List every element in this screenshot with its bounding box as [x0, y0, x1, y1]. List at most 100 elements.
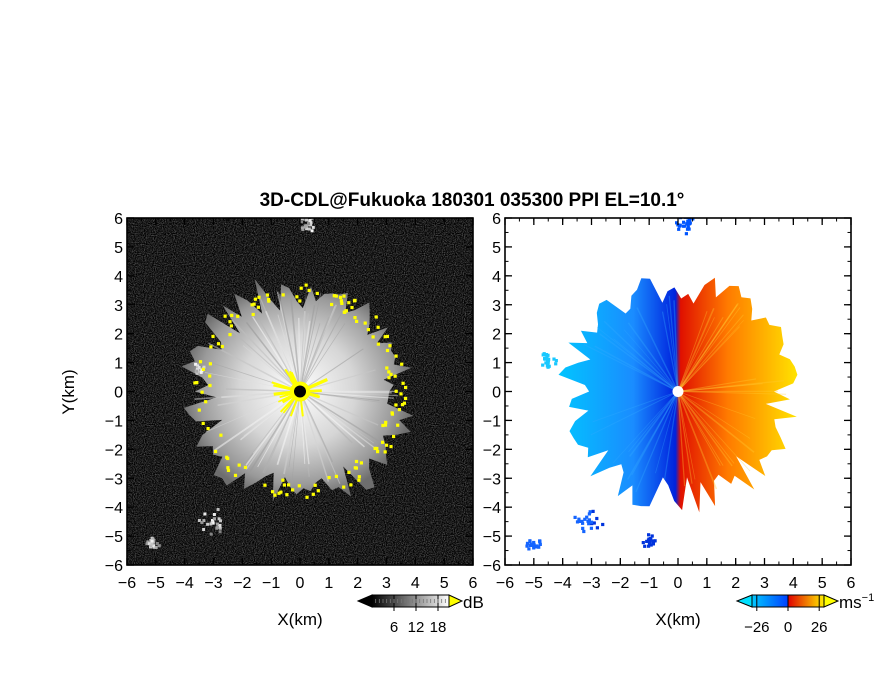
- velocity-scatter-pixel: [552, 357, 556, 361]
- velocity-scatter-pixel: [538, 539, 542, 543]
- snr-scatter-pixel: [307, 227, 311, 231]
- y-tick-label: 4: [114, 269, 123, 286]
- snr-scatter-pixel: [212, 517, 216, 521]
- velocity-scatter-pixel: [601, 522, 605, 527]
- velocity-scatter-pixel: [649, 537, 653, 541]
- y-tick-label: 0: [492, 385, 501, 402]
- snr-strong-pixel: [354, 459, 359, 464]
- velocity-scatter-pixel: [573, 515, 577, 519]
- snr-strong-pixel: [257, 295, 261, 299]
- x-tick-label: 6: [469, 575, 478, 592]
- snr-strong-pixel: [298, 299, 302, 303]
- snr-strong-pixel: [295, 295, 299, 299]
- velocity-ray: [677, 378, 757, 393]
- colorbar-tick-label: 18: [430, 619, 447, 636]
- x-tick-label: 1: [324, 575, 333, 592]
- snr-strong-pixel: [353, 298, 357, 302]
- snr-strong-pixel: [313, 483, 317, 487]
- velocity-ray: [623, 329, 679, 392]
- y-tick-label: −6: [105, 558, 123, 575]
- velocity-scatter-pixel: [544, 357, 548, 361]
- snr-strong-pixel: [200, 390, 204, 394]
- x-tick-label: −1: [262, 575, 280, 592]
- snr-strong-pixel: [299, 286, 303, 290]
- velocity-scatter-pixel: [577, 517, 581, 521]
- velocity-scatter-pixel: [595, 516, 599, 521]
- panel-snr: −6 −5 −4 −3 −2 −1 0 1 2 3 4 5 6 6 5 4 3 2 1 0 −1 −2 −3 −4 −5−6 …: [59, 211, 478, 629]
- velocity-scatter-pixel: [641, 541, 645, 545]
- snr-ray: [230, 329, 301, 392]
- velocity-ray: [631, 391, 679, 476]
- velocity-scatter-pixel: [645, 539, 649, 543]
- velocity-scatter-pixel: [538, 542, 542, 546]
- snr-strong-pixel: [399, 392, 403, 396]
- snr-strong-pixel: [400, 403, 405, 407]
- x-tick-label: −5: [147, 575, 165, 592]
- snr-strong-pixel: [225, 455, 229, 459]
- velocity-scatter-pixel: [648, 539, 652, 543]
- snr-strong-pixel: [226, 468, 231, 472]
- snr-strong-pixel: [400, 362, 404, 366]
- velocity-ray: [677, 320, 744, 392]
- colorbar-snr: 6 12 18 dB: [356, 593, 484, 636]
- panel-velocity-y-ticks: 6 5 4 3 2 1 0 −1 −2 −3 −4 −5 −6: [483, 211, 851, 575]
- snr-strong-pixel: [385, 334, 389, 338]
- snr-strong-pixel: [311, 492, 315, 496]
- snr-strong-pixel: [204, 400, 208, 404]
- snr-strong-pixel: [287, 483, 291, 487]
- snr-strong-pixel: [208, 374, 212, 378]
- snr-scatter-pixel: [305, 218, 309, 222]
- snr-ray: [291, 391, 301, 488]
- snr-scatter-pixel: [146, 540, 150, 544]
- velocity-ray: [677, 391, 696, 480]
- colorbar-velocity-unit-exponent: −1: [862, 592, 875, 604]
- velocity-ray: [613, 338, 679, 392]
- y-tick-label: 6: [114, 211, 123, 228]
- snr-scatter-pixel: [211, 521, 215, 525]
- velocity-ray: [677, 380, 784, 393]
- snr-scatter-pixel: [217, 517, 221, 521]
- velocity-scatter-pixel: [652, 539, 656, 543]
- snr-strong-pixel: [243, 465, 247, 469]
- snr-strong-pixel: [327, 476, 331, 480]
- snr-scatter-pixel: [209, 532, 213, 536]
- y-tick-label: 1: [114, 356, 123, 373]
- x-tick-label: 5: [818, 575, 827, 592]
- snr-scatter-pixel: [195, 371, 199, 375]
- snr-strong-pixel: [316, 489, 320, 493]
- velocity-radial-rays: [583, 295, 787, 493]
- velocity-ray: [677, 304, 738, 392]
- velocity-ray: [594, 345, 679, 393]
- velocity-scatter-pixel: [535, 544, 539, 548]
- snr-strong-pixel: [373, 446, 377, 450]
- snr-strong-pixel: [220, 344, 224, 349]
- velocity-scatter-pixel: [527, 547, 531, 551]
- velocity-ray: [677, 391, 693, 484]
- panel-snr-xlabel: X(km): [277, 610, 322, 629]
- x-tick-label: −5: [525, 575, 543, 592]
- velocity-ray: [655, 391, 679, 474]
- y-tick-label: 6: [492, 211, 501, 228]
- panel-velocity: −6 −5 −4 −3 −2 −1 0 1 2 3 4 5 6 6 5 4 3 2 1 0 −1 −2 −3 −4 −5−6 …: [483, 211, 856, 629]
- colorbar-snr-gradient: [371, 594, 450, 608]
- snr-scatter-pixel: [303, 224, 307, 228]
- snr-strong-pixel: [197, 408, 201, 412]
- velocity-ray: [612, 391, 679, 464]
- y-tick-label: 2: [492, 327, 501, 344]
- snr-ray: [283, 391, 301, 475]
- velocity-scatter-pixel: [587, 522, 591, 526]
- y-tick-label: 4: [492, 269, 501, 286]
- snr-strong-pixel: [404, 396, 408, 400]
- snr-strong-pixel: [219, 433, 223, 437]
- snr-strong-pixel: [334, 474, 338, 478]
- velocity-ray: [677, 311, 708, 392]
- snr-strong-pixel: [282, 483, 286, 487]
- velocity-scatter-pixel: [525, 544, 529, 548]
- snr-scatter-pixel: [212, 513, 216, 516]
- colorbar-velocity-over-arrow: [823, 594, 840, 608]
- snr-strong-pixel: [389, 372, 393, 376]
- snr-strong-pixel: [228, 320, 232, 324]
- snr-scatter-pixel: [154, 546, 158, 549]
- velocity-scatter-pixel: [687, 227, 691, 231]
